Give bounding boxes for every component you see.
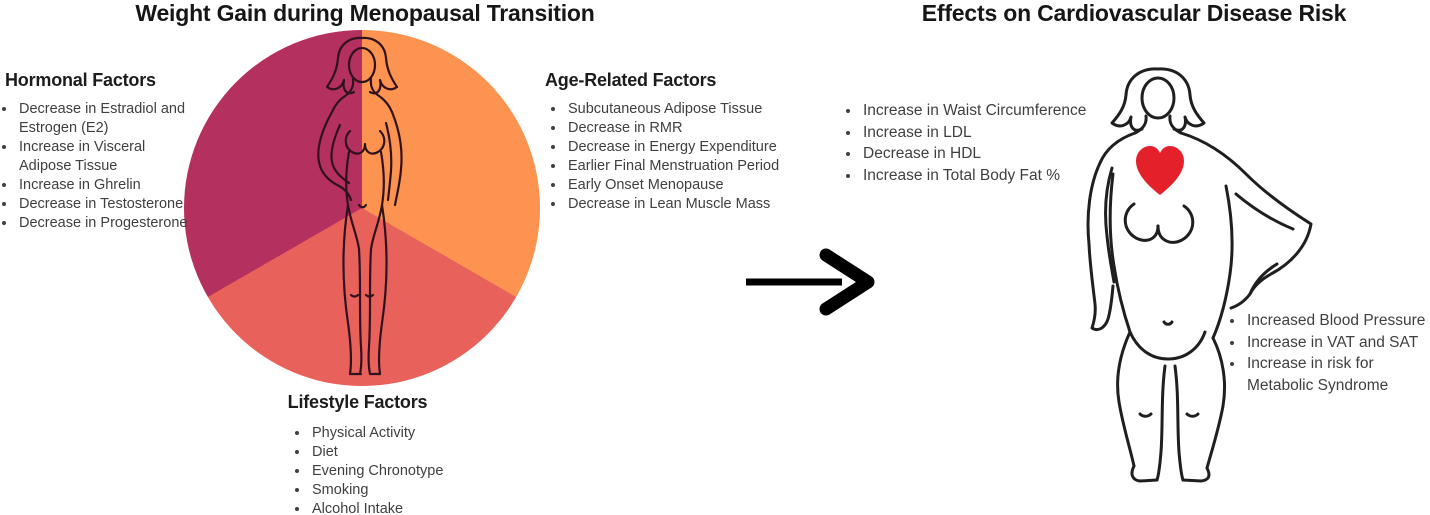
list-item: Increase in Visceral Adipose Tissue bbox=[17, 138, 195, 176]
figure-torso-right bbox=[369, 150, 385, 251]
figure-arm-akimbo-inner bbox=[330, 123, 351, 185]
list-item: Increase in Total Body Fat % bbox=[861, 165, 1106, 187]
right-panel-title: Effects on Cardiovascular Disease Risk bbox=[921, 0, 1347, 26]
figure-bust-right bbox=[1156, 204, 1195, 244]
figure-neck-left bbox=[1133, 114, 1148, 135]
figure-hair-right bbox=[360, 36, 399, 95]
list-item: Decrease in Estradiol and Estrogen (E2) bbox=[17, 100, 195, 138]
slim-woman-outline-figure bbox=[317, 36, 403, 376]
figure-leg-right-outer bbox=[377, 203, 388, 376]
list-item: Alcohol Intake bbox=[310, 500, 470, 515]
figure-leg-right-inner bbox=[1173, 364, 1185, 482]
figure-face bbox=[1140, 76, 1176, 120]
list-item: Increase in Ghrelin bbox=[17, 176, 195, 195]
figure-leg-right-inner bbox=[367, 247, 373, 376]
hormonal-factors-list: Decrease in Estradiol and Estrogen (E2) … bbox=[4, 100, 195, 233]
right-arrow-icon bbox=[746, 248, 875, 316]
figure-foot-right bbox=[1181, 466, 1211, 483]
figure-leg-left-outer bbox=[342, 203, 353, 376]
figure-foot-left bbox=[1130, 464, 1159, 483]
figure-hair-left bbox=[325, 36, 364, 95]
figure-arm-left-inner bbox=[1104, 166, 1116, 284]
figure-bust bbox=[344, 129, 386, 155]
figure-knee-right bbox=[364, 293, 375, 298]
arrow-head bbox=[819, 248, 875, 316]
list-item: Decrease in HDL bbox=[861, 143, 1106, 165]
figure-neck-left bbox=[330, 77, 355, 114]
list-item: Increase in Waist Circumference bbox=[861, 100, 1106, 122]
figure-leg-left-inner bbox=[357, 247, 363, 376]
figure-bust-left bbox=[1123, 202, 1160, 242]
list-item: Physical Activity bbox=[310, 424, 470, 443]
figure-arm-akimbo-inner bbox=[1234, 192, 1295, 231]
list-item: Increased Blood Pressure bbox=[1245, 310, 1430, 332]
list-item: Decrease in Progesterone bbox=[17, 214, 195, 233]
figure-arm-left-outer bbox=[1086, 131, 1137, 332]
figure-neck-right bbox=[369, 77, 394, 114]
hormonal-factors-heading: Hormonal Factors bbox=[5, 70, 156, 90]
figure-knee-left bbox=[1138, 412, 1153, 418]
list-item: Smoking bbox=[310, 481, 470, 500]
figure-face bbox=[347, 46, 377, 84]
figure-knee-left bbox=[349, 293, 360, 298]
primary-effects-list: Increase in Waist Circumference Increase… bbox=[848, 100, 1106, 186]
list-item: Decrease in Lean Muscle Mass bbox=[566, 195, 796, 214]
list-item: Subcutaneous Adipose Tissue bbox=[566, 100, 796, 119]
list-item: Decrease in Testosterone bbox=[17, 195, 195, 214]
figure-hair-right bbox=[1156, 67, 1206, 132]
figure-leg-right-outer bbox=[1205, 336, 1227, 470]
list-item: Increase in LDL bbox=[861, 122, 1106, 144]
figure-torso-left bbox=[1108, 172, 1132, 334]
lifestyle-factors-list: Physical Activity Diet Evening Chronotyp… bbox=[297, 424, 470, 515]
figure-arm-right-outer bbox=[390, 110, 403, 207]
age-related-factors-heading: Age-Related Factors bbox=[545, 70, 717, 90]
figure-arm-right-inner bbox=[384, 121, 393, 202]
figure-arm-akimbo-outer bbox=[1179, 131, 1313, 310]
figure-hair-left bbox=[1110, 67, 1160, 132]
figure-leg-left-outer bbox=[1116, 330, 1136, 468]
left-panel-title: Weight Gain during Menopausal Transition bbox=[135, 0, 595, 26]
figure-torso-right bbox=[1211, 184, 1234, 340]
list-item: Decrease in RMR bbox=[566, 119, 796, 138]
list-item: Early Onset Menopause bbox=[566, 176, 796, 195]
heavier-woman-outline-figure bbox=[1086, 67, 1313, 483]
list-item: Diet bbox=[310, 443, 470, 462]
list-item: Earlier Final Menstruation Period bbox=[566, 157, 796, 176]
list-item: Increase in VAT and SAT bbox=[1245, 332, 1430, 354]
age-related-factors-list: Subcutaneous Adipose Tissue Decrease in … bbox=[553, 100, 796, 214]
figure-neck-right bbox=[1168, 114, 1183, 135]
list-item: Evening Chronotype bbox=[310, 462, 470, 481]
figure-navel bbox=[1162, 320, 1174, 326]
heart-icon bbox=[1136, 146, 1184, 195]
figure-leg-left-inner bbox=[1155, 364, 1167, 482]
list-item: Decrease in Energy Expenditure bbox=[566, 138, 796, 157]
figure-belly bbox=[357, 203, 368, 209]
secondary-effects-list: Increased Blood Pressure Increase in VAT… bbox=[1232, 310, 1430, 396]
figure-belly bbox=[1128, 330, 1207, 361]
figure-torso-left bbox=[345, 150, 361, 251]
lifestyle-factors-heading: Lifestyle Factors bbox=[287, 392, 428, 412]
list-item: Increase in risk for Metabolic Syndrome bbox=[1245, 353, 1430, 396]
figure-knee-right bbox=[1185, 412, 1200, 418]
figure-forearm-inner bbox=[1248, 262, 1279, 296]
